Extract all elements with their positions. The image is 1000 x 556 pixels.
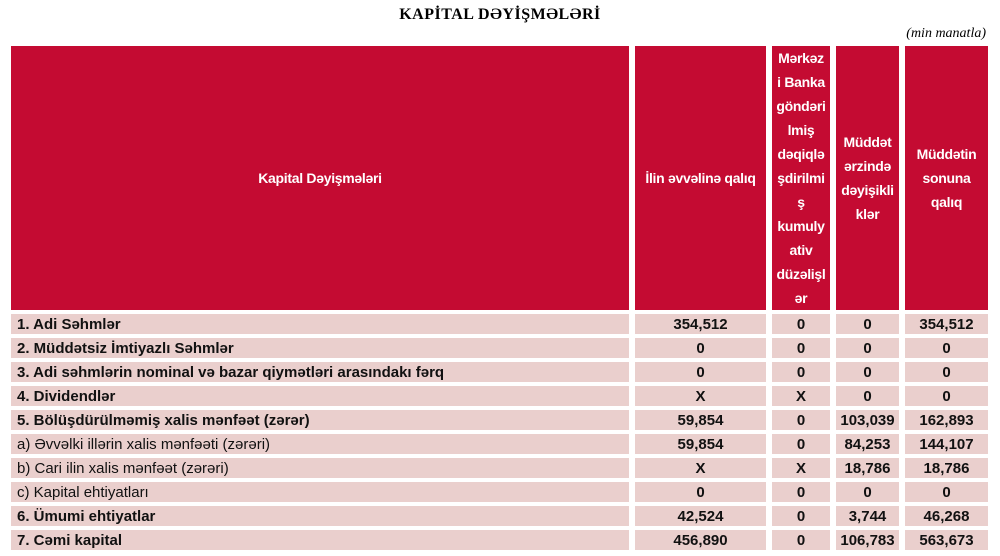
cell-value: 59,854	[635, 410, 772, 434]
row-label: 3. Adi səhmlərin nominal və bazar qiymət…	[11, 362, 635, 386]
cell-value: 103,039	[836, 410, 905, 434]
row-label: 7. Cəmi kapital	[11, 530, 635, 554]
cell-value: 0	[772, 338, 836, 362]
cell-value: 0	[836, 482, 905, 506]
cell-value: 162,893	[905, 410, 988, 434]
cell-value: 0	[905, 386, 988, 410]
row-label: 5. Bölüşdürülməmiş xalis mənfəət (zərər)	[11, 410, 635, 434]
cell-value: 59,854	[635, 434, 772, 458]
table-header: Kapital Dəyişmələri İlin əvvəlinə qalıq Mə…	[11, 46, 988, 314]
cell-value: 3,744	[836, 506, 905, 530]
cell-value: 0	[772, 434, 836, 458]
cell-value: 0	[635, 338, 772, 362]
cell-value: 144,107	[905, 434, 988, 458]
table-row: 1. Adi Səhmlər 354,512 0 0 354,512	[11, 314, 988, 338]
column-header: İlin əvvəlinə qalıq	[635, 46, 772, 314]
table-row: b) Cari ilin xalis mənfəət (zərəri) X X 18,…	[11, 458, 988, 482]
cell-value: 456,890	[635, 530, 772, 554]
row-label: c) Kapital ehtiyatları	[11, 482, 635, 506]
cell-value: 42,524	[635, 506, 772, 530]
cell-value: 0	[772, 530, 836, 554]
column-header: Müddətin sonuna qalıq	[905, 46, 988, 314]
row-label: b) Cari ilin xalis mənfəət (zərəri)	[11, 458, 635, 482]
table-row: 6. Ümumi ehtiyatlar 42,524 0 3,744 46,268	[11, 506, 988, 530]
cell-value: 354,512	[905, 314, 988, 338]
cell-value: 84,253	[836, 434, 905, 458]
cell-value: 46,268	[905, 506, 988, 530]
row-label: 6. Ümumi ehtiyatlar	[11, 506, 635, 530]
table-row: 5. Bölüşdürülməmiş xalis mənfəət (zərər)…	[11, 410, 988, 434]
cell-value: 0	[836, 362, 905, 386]
cell-value: 0	[905, 362, 988, 386]
cell-value: 0	[635, 482, 772, 506]
column-header: Mərkəz i Banka göndəri lmiş dəqiqlə şdir…	[772, 46, 836, 314]
table-row: 2. Müddətsiz İmtiyazlı Səhmlər 0 0 0 0	[11, 338, 988, 362]
table-row: c) Kapital ehtiyatları 0 0 0 0	[11, 482, 988, 506]
column-header: Müddət ərzində dəyişikli klər	[836, 46, 905, 314]
cell-value: 0	[836, 386, 905, 410]
row-label: 2. Müddətsiz İmtiyazlı Səhmlər	[11, 338, 635, 362]
cell-value: 0	[772, 410, 836, 434]
table-row: 4. Dividendlər X X 0 0	[11, 386, 988, 410]
table-row: a) Əvvəlki illərin xalis mənfəəti (zərər…	[11, 434, 988, 458]
cell-value: X	[635, 386, 772, 410]
capital-changes-table: Kapital Dəyişmələri İlin əvvəlinə qalıq Mə…	[11, 46, 988, 554]
cell-value: 0	[905, 338, 988, 362]
table-row: 7. Cəmi kapital 456,890 0 106,783 563,673	[11, 530, 988, 554]
row-label: a) Əvvəlki illərin xalis mənfəəti (zərər…	[11, 434, 635, 458]
column-header: Kapital Dəyişmələri	[11, 46, 635, 314]
cell-value: 0	[772, 506, 836, 530]
cell-value: 0	[772, 362, 836, 386]
cell-value: X	[772, 458, 836, 482]
row-label: 1. Adi Səhmlər	[11, 314, 635, 338]
cell-value: 0	[836, 338, 905, 362]
cell-value: 0	[905, 482, 988, 506]
header-row: Kapital Dəyişmələri İlin əvvəlinə qalıq Mə…	[11, 46, 988, 314]
cell-value: X	[635, 458, 772, 482]
cell-value: 0	[836, 314, 905, 338]
row-label: 4. Dividendlər	[11, 386, 635, 410]
cell-value: 18,786	[836, 458, 905, 482]
table-row: 3. Adi səhmlərin nominal və bazar qiymət…	[11, 362, 988, 386]
unit-note: (min manatla)	[906, 26, 986, 41]
cell-value: 106,783	[836, 530, 905, 554]
cell-value: 0	[772, 482, 836, 506]
page-title: KAPİTAL DƏYİŞMƏLƏRİ	[399, 6, 601, 23]
cell-value: 354,512	[635, 314, 772, 338]
cell-value: 0	[635, 362, 772, 386]
cell-value: 563,673	[905, 530, 988, 554]
cell-value: 0	[772, 314, 836, 338]
cell-value: 18,786	[905, 458, 988, 482]
cell-value: X	[772, 386, 836, 410]
table-body: 1. Adi Səhmlər 354,512 0 0 354,512 2. Müddəts…	[11, 314, 988, 554]
